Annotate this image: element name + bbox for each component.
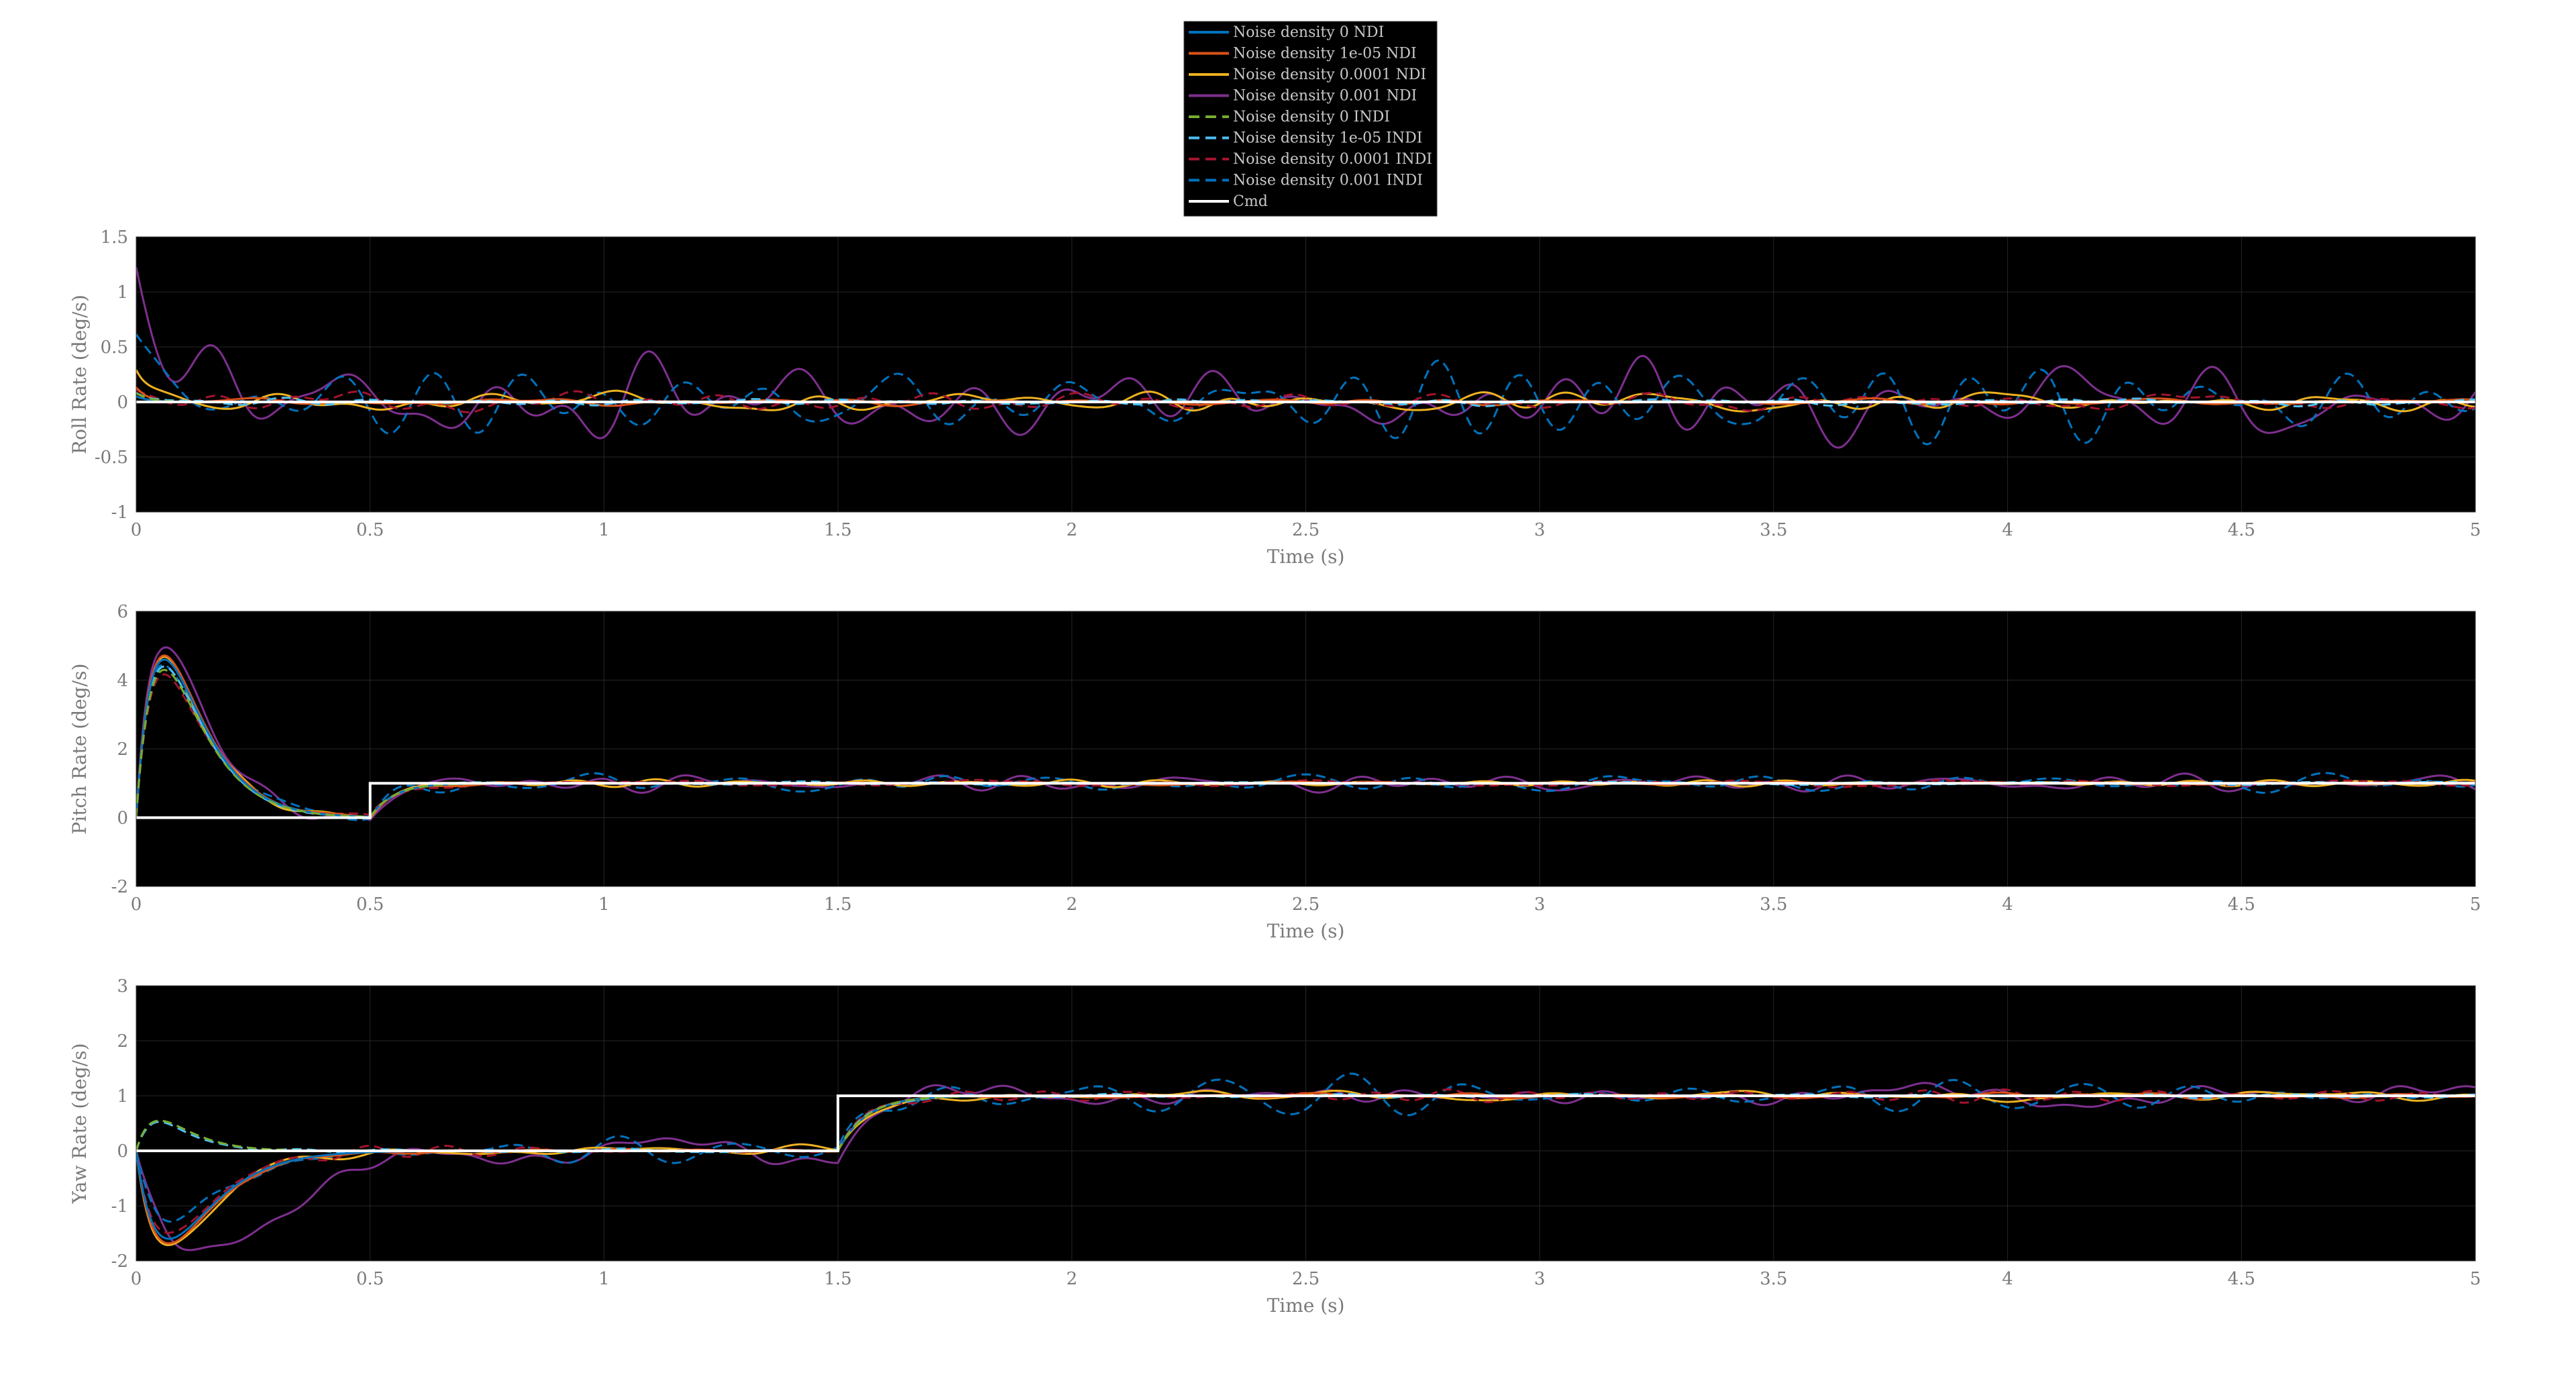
x-tick-label: 5 xyxy=(2470,895,2481,915)
roll-rate-axes: 0 0.5 1 1.5 2 2.5 3 3.5 4 4.5 5 -1 -0.5 0 0.5 1 1.5 Time … xyxy=(68,227,2481,568)
x-tick-label: 1 xyxy=(598,1269,610,1289)
legend-label: Noise density 0.001 NDI xyxy=(1233,88,1417,105)
x-tick-label: 2.5 xyxy=(1292,520,1320,540)
y-tick-label: 3 xyxy=(117,976,128,997)
x-tick-label: 4 xyxy=(2002,895,2013,915)
series-line xyxy=(136,334,2475,446)
x-tick-label: 4.5 xyxy=(2228,520,2255,540)
y-axis-label: Roll Rate (deg/s) xyxy=(68,295,91,454)
x-tick-label: 1.5 xyxy=(824,1269,851,1289)
x-tick-label: 3 xyxy=(1534,895,1546,915)
y-tick-label: -2 xyxy=(111,1252,128,1272)
x-tick-label: 0.5 xyxy=(356,1269,384,1289)
x-tick-label: 4.5 xyxy=(2228,895,2255,915)
series-group xyxy=(136,1072,2475,1252)
axes-box xyxy=(136,985,2476,1262)
y-tick-label: -1 xyxy=(111,503,128,523)
axes-box xyxy=(136,611,2476,887)
legend-label: Noise density 0.0001 NDI xyxy=(1233,66,1426,83)
y-tick-label: 2 xyxy=(117,1031,128,1052)
legend-label: Noise density 0 INDI xyxy=(1233,109,1390,125)
x-tick-label: 4 xyxy=(2002,520,2013,540)
cmd-line xyxy=(136,782,2475,819)
legend-label: Noise density 1e-05 NDI xyxy=(1233,46,1417,62)
x-axis-label: Time (s) xyxy=(1267,546,1345,568)
legend-label: Noise density 1e-05 INDI xyxy=(1233,130,1422,147)
y-tick-label: 0 xyxy=(117,393,128,413)
x-tick-label: 0.5 xyxy=(356,520,384,540)
y-tick-label: 0.5 xyxy=(101,338,128,358)
yaw-rate-axes: 0 0.5 1 1.5 2 2.5 3 3.5 4 4.5 5 -2 -1 0 1 2 3 Time (s) Yaw… xyxy=(68,976,2481,1317)
x-tick-label: 3.5 xyxy=(1760,520,1787,540)
x-tick-label: 0 xyxy=(131,520,142,540)
series-group xyxy=(136,646,2475,821)
x-tick-label: 2 xyxy=(1067,895,1078,915)
legend-label: Cmd xyxy=(1233,193,1268,210)
x-tick-label: 5 xyxy=(2470,1269,2481,1289)
x-tick-label: 2.5 xyxy=(1292,895,1320,915)
x-tick-label: 3.5 xyxy=(1760,895,1787,915)
y-tick-label: 0 xyxy=(117,809,128,829)
x-tick-label: 2.5 xyxy=(1292,1269,1320,1289)
y-axis-label: Yaw Rate (deg/s) xyxy=(68,1043,91,1204)
x-tick-label: 0.5 xyxy=(356,895,384,915)
y-tick-label: 1 xyxy=(117,283,128,303)
y-tick-label: 2 xyxy=(117,739,128,760)
y-tick-label: 1.5 xyxy=(101,227,128,248)
x-tick-label: 1.5 xyxy=(824,895,851,915)
legend-label: Noise density 0.001 INDI xyxy=(1233,172,1423,189)
series-line xyxy=(136,1072,2475,1223)
x-tick-label: 3 xyxy=(1534,1269,1546,1289)
x-tick-label: 0 xyxy=(131,1269,142,1289)
legend-label: Noise density 0.0001 INDI xyxy=(1233,151,1432,168)
y-tick-label: -2 xyxy=(111,877,128,897)
y-tick-label: -0.5 xyxy=(95,448,128,468)
legend: Noise density 0 NDI Noise density 1e-05 N… xyxy=(1183,21,1438,217)
y-tick-label: 4 xyxy=(117,671,128,691)
legend-label: Noise density 0 NDI xyxy=(1233,24,1384,41)
x-axis-label: Time (s) xyxy=(1267,1294,1345,1317)
axes-box xyxy=(136,236,2476,513)
x-tick-label: 2 xyxy=(1067,1269,1078,1289)
cmd-line xyxy=(136,1094,2475,1152)
x-tick-label: 4 xyxy=(2002,1269,2013,1289)
x-tick-label: 1 xyxy=(598,520,610,540)
x-tick-label: 1 xyxy=(598,895,610,915)
x-tick-label: 4.5 xyxy=(2228,1269,2255,1289)
x-tick-label: 2 xyxy=(1067,520,1078,540)
y-tick-label: -1 xyxy=(111,1196,128,1217)
series-line xyxy=(136,266,2475,449)
x-tick-label: 1.5 xyxy=(824,520,851,540)
y-axis-label: Pitch Rate (deg/s) xyxy=(68,664,91,835)
x-tick-label: 3 xyxy=(1534,520,1546,540)
y-tick-label: 6 xyxy=(117,602,128,622)
y-tick-label: 1 xyxy=(117,1086,128,1107)
x-tick-label: 5 xyxy=(2470,520,2481,540)
x-tick-label: 3.5 xyxy=(1760,1269,1787,1289)
y-tick-label: 0 xyxy=(117,1141,128,1162)
series-group xyxy=(136,266,2475,449)
x-tick-label: 0 xyxy=(131,895,142,915)
x-axis-label: Time (s) xyxy=(1267,920,1345,942)
